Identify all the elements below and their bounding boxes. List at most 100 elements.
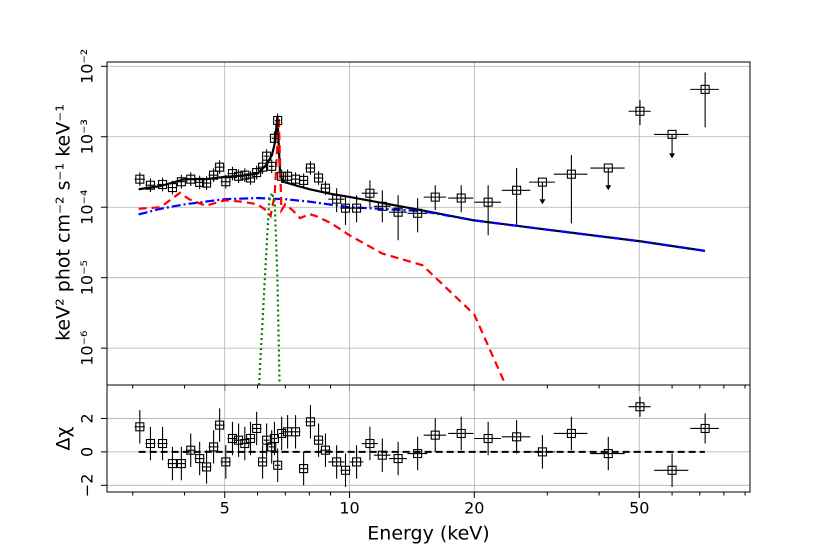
data-point (176, 459, 186, 469)
y-tick-label: −2 (78, 474, 97, 498)
data-point (186, 174, 196, 184)
data-point (158, 179, 168, 190)
data-point (456, 193, 466, 203)
data-point (566, 428, 576, 439)
data-point (377, 201, 387, 211)
data-point (456, 428, 466, 439)
model-line (138, 116, 706, 252)
data-point (245, 433, 256, 444)
data-point (700, 423, 710, 434)
data-point (667, 465, 677, 475)
x-tick-label: 20 (464, 499, 484, 518)
data-point (537, 447, 547, 457)
data-point (305, 163, 316, 173)
data-point (320, 445, 331, 455)
data-point (267, 161, 277, 171)
data-point (227, 169, 238, 179)
data-point (158, 438, 168, 449)
data-point (305, 417, 316, 427)
data-point (215, 420, 225, 430)
data-point (483, 197, 493, 207)
y-tick-label: 10⁻³ (78, 119, 97, 154)
data-point (313, 435, 324, 445)
data-point (186, 445, 196, 455)
y-tick-label: 10⁻⁶ (78, 331, 97, 366)
data-point (413, 208, 423, 218)
data-point (430, 192, 440, 202)
data-point (135, 422, 145, 432)
data-point (234, 435, 244, 445)
axes-frame (106, 384, 751, 493)
data-point (258, 457, 268, 467)
data-point (269, 133, 279, 143)
data-point (393, 207, 403, 217)
data-point (290, 427, 301, 437)
data-point (215, 162, 225, 172)
plot-area (134, 396, 719, 487)
model-line (257, 189, 281, 385)
data-point (332, 194, 342, 204)
x-tick-label: 50 (629, 499, 649, 518)
data-point (258, 162, 268, 172)
upper-limit-arrow (669, 153, 676, 159)
data-point (635, 106, 645, 116)
data-point (252, 168, 262, 178)
data-point (245, 173, 256, 183)
data-point (234, 171, 244, 181)
data-point (240, 170, 250, 180)
data-point (377, 450, 387, 460)
data-point (176, 177, 186, 187)
data-point (483, 433, 493, 444)
y-tick-label: 0 (78, 447, 97, 457)
data-point (320, 183, 331, 193)
data-point (340, 465, 351, 475)
data-point (365, 188, 375, 198)
data-point (209, 442, 219, 452)
data-point (299, 464, 309, 474)
data-point (221, 177, 231, 187)
y-tick-label: 10⁻⁴ (78, 190, 97, 225)
data-point (603, 448, 613, 459)
data-point (299, 175, 309, 185)
data-point (252, 423, 262, 434)
data-point (269, 433, 279, 444)
data-point (227, 433, 238, 444)
data-point (202, 178, 212, 188)
data-point (202, 462, 212, 472)
data-point (332, 457, 342, 467)
data-point (273, 460, 283, 470)
y-axis-label: Δχ (53, 426, 75, 450)
upper-limit-arrow (605, 185, 612, 191)
x-axis-label: Energy (keV) (367, 523, 489, 545)
data-point (135, 174, 145, 184)
plot-area (134, 72, 719, 385)
data-point (430, 430, 440, 440)
model-line (138, 196, 706, 252)
x-tick-label: 5 (220, 499, 230, 518)
y-tick-label: 10⁻² (78, 49, 97, 84)
data-point (352, 457, 362, 467)
y-axis-label: keV² phot cm⁻² s⁻¹ keV⁻¹ (53, 104, 75, 341)
data-point (603, 163, 613, 173)
y-tick-label: 2 (78, 413, 97, 423)
data-point (566, 169, 576, 179)
data-point (537, 177, 547, 187)
data-point (262, 151, 272, 161)
data-point (145, 438, 156, 449)
data-point (145, 180, 156, 190)
data-point (167, 459, 178, 469)
data-point (512, 185, 522, 195)
data-point (167, 183, 178, 193)
data-point (512, 432, 522, 442)
model-line (138, 117, 507, 385)
data-point (413, 448, 423, 459)
data-point (393, 454, 403, 464)
data-point (277, 428, 287, 439)
data-point (313, 173, 324, 183)
data-point (221, 457, 231, 467)
data-point (352, 203, 362, 213)
data-point (209, 170, 219, 180)
data-point (340, 203, 351, 213)
